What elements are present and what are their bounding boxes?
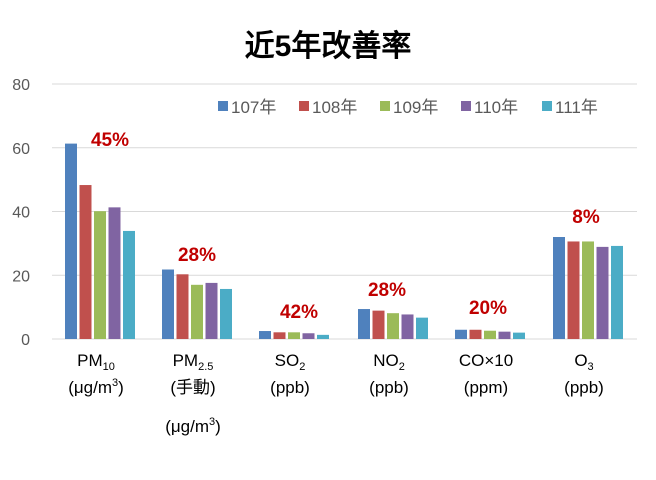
legend-label: 111年 [555,98,598,117]
improvement-rate-label: 28% [368,280,406,301]
bar-109年-0 [94,211,106,339]
y-tick-label: 40 [12,205,30,222]
bar-108年-1 [176,274,189,339]
category-label: (ppb) [564,378,604,397]
bar-109年-4 [484,330,496,339]
y-tick-label: 20 [12,268,30,285]
annotations: 45% 28% 42% 28% 20% 8% [91,130,600,323]
legend-item: 108年 [299,98,357,117]
improvement-rate-label: 20% [469,298,507,319]
bar-109年-1 [191,284,203,339]
bar-108年-0 [79,185,92,339]
bar-110年-3 [401,314,414,339]
legend-label: 108年 [312,98,357,117]
bar-111年-3 [416,317,428,339]
category-label: PM10​ [77,351,115,373]
legend-item: 111年 [542,98,598,117]
category-label: (ppm) [464,378,508,397]
legend: 107年 108年 109年 110年 111年 [218,98,598,117]
legend-label: 110年 [474,98,518,117]
y-tick-label: 0 [21,332,30,349]
bar-108年-5 [567,241,580,339]
bar-107年-4 [455,329,467,339]
bar-107年-2 [259,331,271,339]
improvement-rate-label: 8% [572,207,600,228]
bar-108年-4 [469,329,482,339]
y-tick-label: 60 [12,141,30,158]
chart-title: 近5年改善率 [245,30,412,63]
legend-swatch [218,101,228,111]
category-label: (ppb) [369,378,409,397]
legend-item: 110年 [461,98,518,117]
legend-label: 107年 [231,98,276,117]
bar-110年-0 [108,207,121,339]
category-label: (ppb) [270,378,310,397]
bar-108年-2 [273,332,286,339]
bar-110年-2 [302,333,315,339]
bar-107年-5 [553,237,565,339]
x-axis-labels: PM10​ (μg/m3​) PM2.5​ (手動) (μg/m3​) SO2​ (ppb)… [68,351,604,436]
bar-110年-5 [596,246,609,339]
legend-item: 107年 [218,98,276,117]
category-label: (μg/m3​) [165,416,221,436]
bar-111年-4 [513,332,525,339]
bar-110年-4 [498,331,511,339]
category-label: NO2​ [373,351,405,373]
legend-label: 109年 [393,98,438,117]
bar-111年-1 [220,288,232,339]
category-label: O3​ [574,351,593,373]
bar-108年-3 [372,310,385,339]
category-label: (μg/m3​) [68,377,124,397]
category-label: PM2.5​ [173,351,214,373]
legend-swatch [380,101,390,111]
legend-swatch [299,101,309,111]
bar-109年-2 [288,332,300,339]
category-label: (手動) [170,378,215,397]
bar-111年-0 [123,230,135,339]
bar-107年-1 [162,269,174,339]
bar-109年-5 [582,241,594,339]
legend-swatch [461,101,471,111]
category-label: CO×10 [459,351,513,370]
y-tick-label: 80 [12,77,30,94]
improvement-rate-label: 42% [280,302,318,323]
legend-item: 109年 [380,98,438,117]
improvement-rate-label: 45% [91,130,129,151]
category-label: SO2​ [275,351,306,373]
bar-107年-0 [65,143,77,339]
bars [65,143,623,339]
bar-110年-1 [205,282,218,339]
y-axis-ticks: 0 20 40 60 80 [12,77,30,349]
bar-109年-3 [387,313,399,339]
bar-111年-5 [611,245,623,339]
improvement-rate-label: 28% [178,245,216,266]
legend-swatch [542,101,552,111]
bar-111年-2 [317,334,329,339]
gridlines [52,83,637,340]
bar-107年-3 [358,309,370,339]
